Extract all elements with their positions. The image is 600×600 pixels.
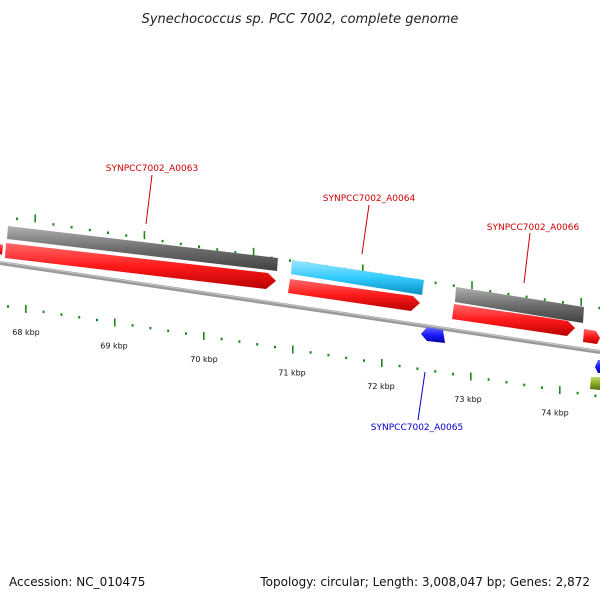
ruler-label: 70 kbp xyxy=(190,355,218,364)
ruler-label: 74 kbp xyxy=(541,408,569,417)
ruler-label: 71 kbp xyxy=(278,368,306,377)
ruler-label: 72 kbp xyxy=(367,382,395,391)
rna-feature-A0064[interactable] xyxy=(291,260,424,295)
cds-arrow-A0066[interactable] xyxy=(452,304,575,336)
map-title: Synechococcus sp. PCC 7002, complete gen… xyxy=(142,12,459,27)
gene-label-A0065[interactable]: SYNPCC7002_A0065 xyxy=(371,371,463,433)
accession-text: Accession: NC_010475 xyxy=(9,575,145,589)
cds-arrow-A0065[interactable] xyxy=(421,327,445,343)
ruler-label: 68 kbp xyxy=(12,328,40,337)
gene-label-A0064[interactable]: SYNPCC7002_A0064 xyxy=(323,194,416,255)
gene-label-text: SYNPCC7002_A0063 xyxy=(106,164,198,174)
cds-arrow-left-edge[interactable] xyxy=(0,244,3,255)
gene-track-cyan xyxy=(291,260,424,295)
gene-label-A0063[interactable]: SYNPCC7002_A0063 xyxy=(106,164,198,225)
cds-arrow-A0064[interactable] xyxy=(288,279,420,311)
gene-label-text: SYNPCC7002_A0065 xyxy=(371,423,463,433)
gene-label-text: SYNPCC7002_A0066 xyxy=(487,223,580,233)
ruler-labels: 68 kbp 69 kbp 70 kbp 71 kbp 72 kbp 73 kbp 74 k… xyxy=(12,328,569,417)
cds-track-red xyxy=(0,243,600,344)
cds-arrow-A0063[interactable] xyxy=(5,243,276,289)
ruler-label: 73 kbp xyxy=(454,395,482,404)
cds-arrow-right-edge[interactable] xyxy=(583,329,600,344)
ruler-tick-track xyxy=(7,304,597,398)
genome-summary-text: Topology: circular; Length: 3,008,047 bp… xyxy=(259,575,590,589)
gene-feature-A0063[interactable] xyxy=(7,226,278,271)
gene-track-gray xyxy=(7,226,584,323)
ruler-label: 69 kbp xyxy=(100,341,128,350)
cds-arrow-blue-edge[interactable] xyxy=(595,360,600,373)
gene-feature-A0066[interactable] xyxy=(455,287,584,323)
cds-track-blue xyxy=(421,327,600,373)
gene-label-text: SYNPCC7002_A0064 xyxy=(323,194,416,204)
olive-feature-edge[interactable] xyxy=(590,377,600,390)
genome-backbone xyxy=(0,261,600,354)
feature-track-olive xyxy=(590,377,600,390)
gene-label-A0066[interactable]: SYNPCC7002_A0066 xyxy=(487,223,580,284)
